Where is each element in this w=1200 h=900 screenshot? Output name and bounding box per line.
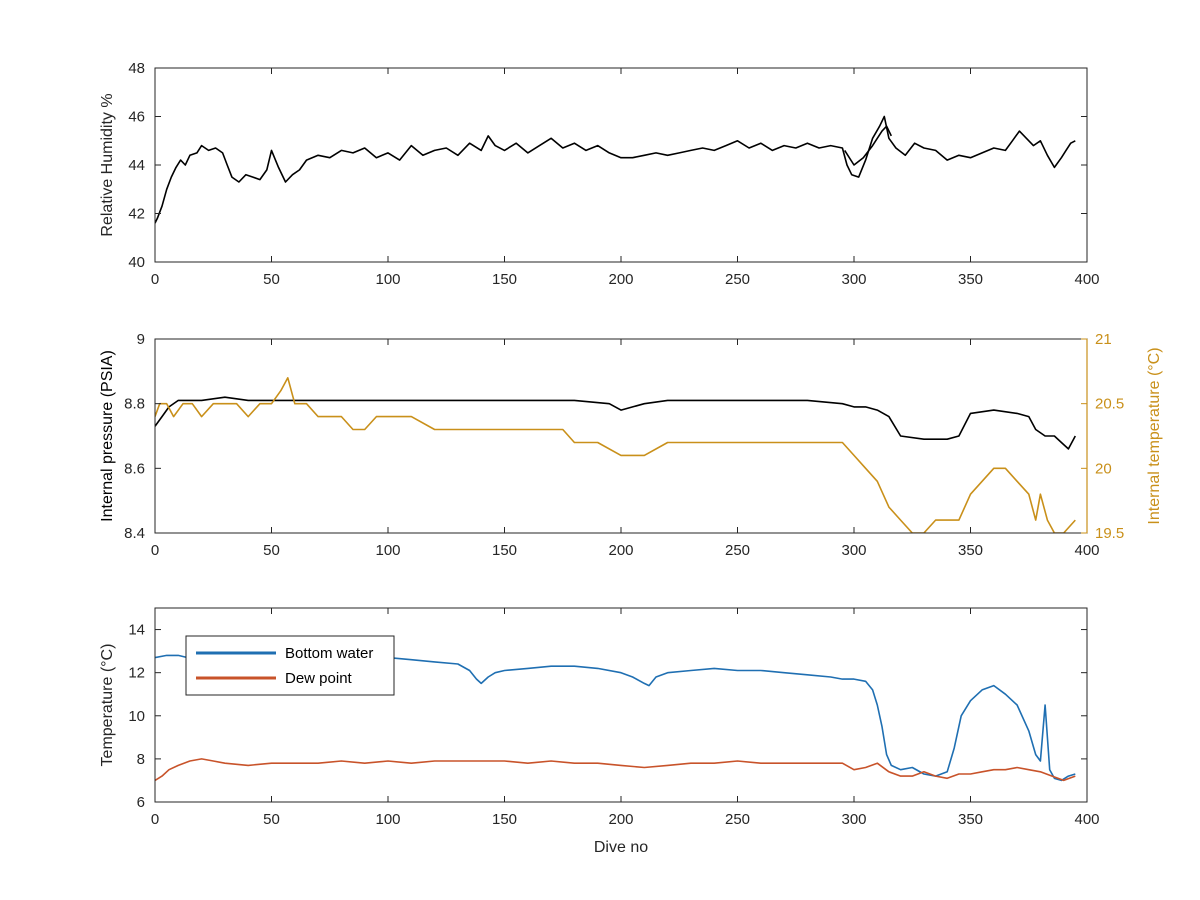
- y-tick-label: 8.6: [124, 460, 145, 477]
- chart-panel-3: 0 50 100 150 200 250 300 350 400 6 8 10 12 14 Temperat…: [99, 607, 1100, 856]
- y-tick-label: 48: [128, 60, 145, 77]
- y-tick-label: 42: [128, 206, 145, 223]
- y-right-tick-label: 20: [1095, 460, 1112, 477]
- x-tick-label: 250: [725, 542, 750, 559]
- x-tick-label: 100: [375, 811, 400, 828]
- x-tick-label: 50: [263, 542, 280, 559]
- x-tick-label: 250: [725, 271, 750, 288]
- series-line-2: [844, 125, 893, 166]
- x-tick-label: 50: [263, 271, 280, 288]
- y-tick-label: 8.8: [124, 396, 145, 413]
- x-tick-label: 200: [608, 542, 633, 559]
- x-tick-label: 0: [151, 271, 159, 288]
- series-line-dew-point: [155, 758, 1076, 782]
- x-tick-label: 50: [263, 811, 280, 828]
- y-tick-label: 14: [128, 622, 145, 639]
- legend-label: Bottom water: [285, 645, 373, 662]
- y-right-tick-label: 19.5: [1095, 525, 1124, 542]
- y-tick-label: 9: [137, 331, 145, 348]
- chart-panel-1: 0 50 100 150 200 250 300 350 400 40 42 44 46 48 Relati…: [99, 60, 1100, 288]
- series-line-1: [155, 115, 1076, 224]
- x-tick-label: 100: [375, 271, 400, 288]
- x-axis-label: Dive no: [594, 839, 648, 856]
- chart-panel-2: 0 50 100 150 200 250 300 350 400 8.4 8.6 8.8 9 19.5 20…: [99, 331, 1163, 559]
- panels: 0 50 100 150 200 250 300 350 4004042444648Relati…: [99, 60, 1163, 856]
- y-axis-label-right: Internal temperature (°C): [1146, 347, 1163, 524]
- y-tick-label: 12: [128, 665, 145, 682]
- legend-label: Dew point: [285, 670, 353, 687]
- x-tick-label: 100: [375, 542, 400, 559]
- y-tick-label: 44: [128, 157, 145, 174]
- legend: Bottom water Dew point: [185, 635, 395, 696]
- x-tick-label: 400: [1074, 542, 1099, 559]
- x-tick-label: 0: [151, 811, 159, 828]
- y-tick-label: 6: [137, 794, 145, 811]
- x-tick-label: 200: [608, 271, 633, 288]
- x-tick-label: 400: [1074, 271, 1099, 288]
- series-group: [155, 115, 1076, 224]
- x-tick-label: 350: [958, 271, 983, 288]
- y-tick-label: 40: [128, 254, 145, 271]
- y-right-tick-label: 21: [1095, 331, 1112, 348]
- x-tick-label: 400: [1074, 811, 1099, 828]
- x-tick-label: 150: [492, 542, 517, 559]
- x-tick-label: 200: [608, 811, 633, 828]
- y-axis-label: Temperature (°C): [99, 644, 116, 767]
- x-tick-label: 0: [151, 542, 159, 559]
- series-line-1: [155, 396, 1077, 450]
- y-tick-label: 8.4: [124, 525, 145, 542]
- x-tick-label: 350: [958, 811, 983, 828]
- x-tick-label: 150: [492, 271, 517, 288]
- x-tick-label: 250: [725, 811, 750, 828]
- y-tick-label: 8: [137, 751, 145, 768]
- y-axis-label: Relative Humidity %: [99, 93, 116, 236]
- y-right-tick-label: 20.5: [1095, 396, 1124, 413]
- x-tick-label: 150: [492, 811, 517, 828]
- x-tick-label: 350: [958, 542, 983, 559]
- y-axis-label: Internal pressure (PSIA): [99, 350, 116, 522]
- series-group: [155, 376, 1077, 533]
- y-tick-label: 46: [128, 109, 145, 126]
- y-tick-label: 10: [128, 708, 145, 725]
- series-line-2: [155, 376, 1076, 533]
- legend-box: [185, 635, 395, 696]
- x-tick-label: 300: [841, 542, 866, 559]
- x-tick-label: 300: [841, 811, 866, 828]
- x-tick-label: 300: [841, 271, 866, 288]
